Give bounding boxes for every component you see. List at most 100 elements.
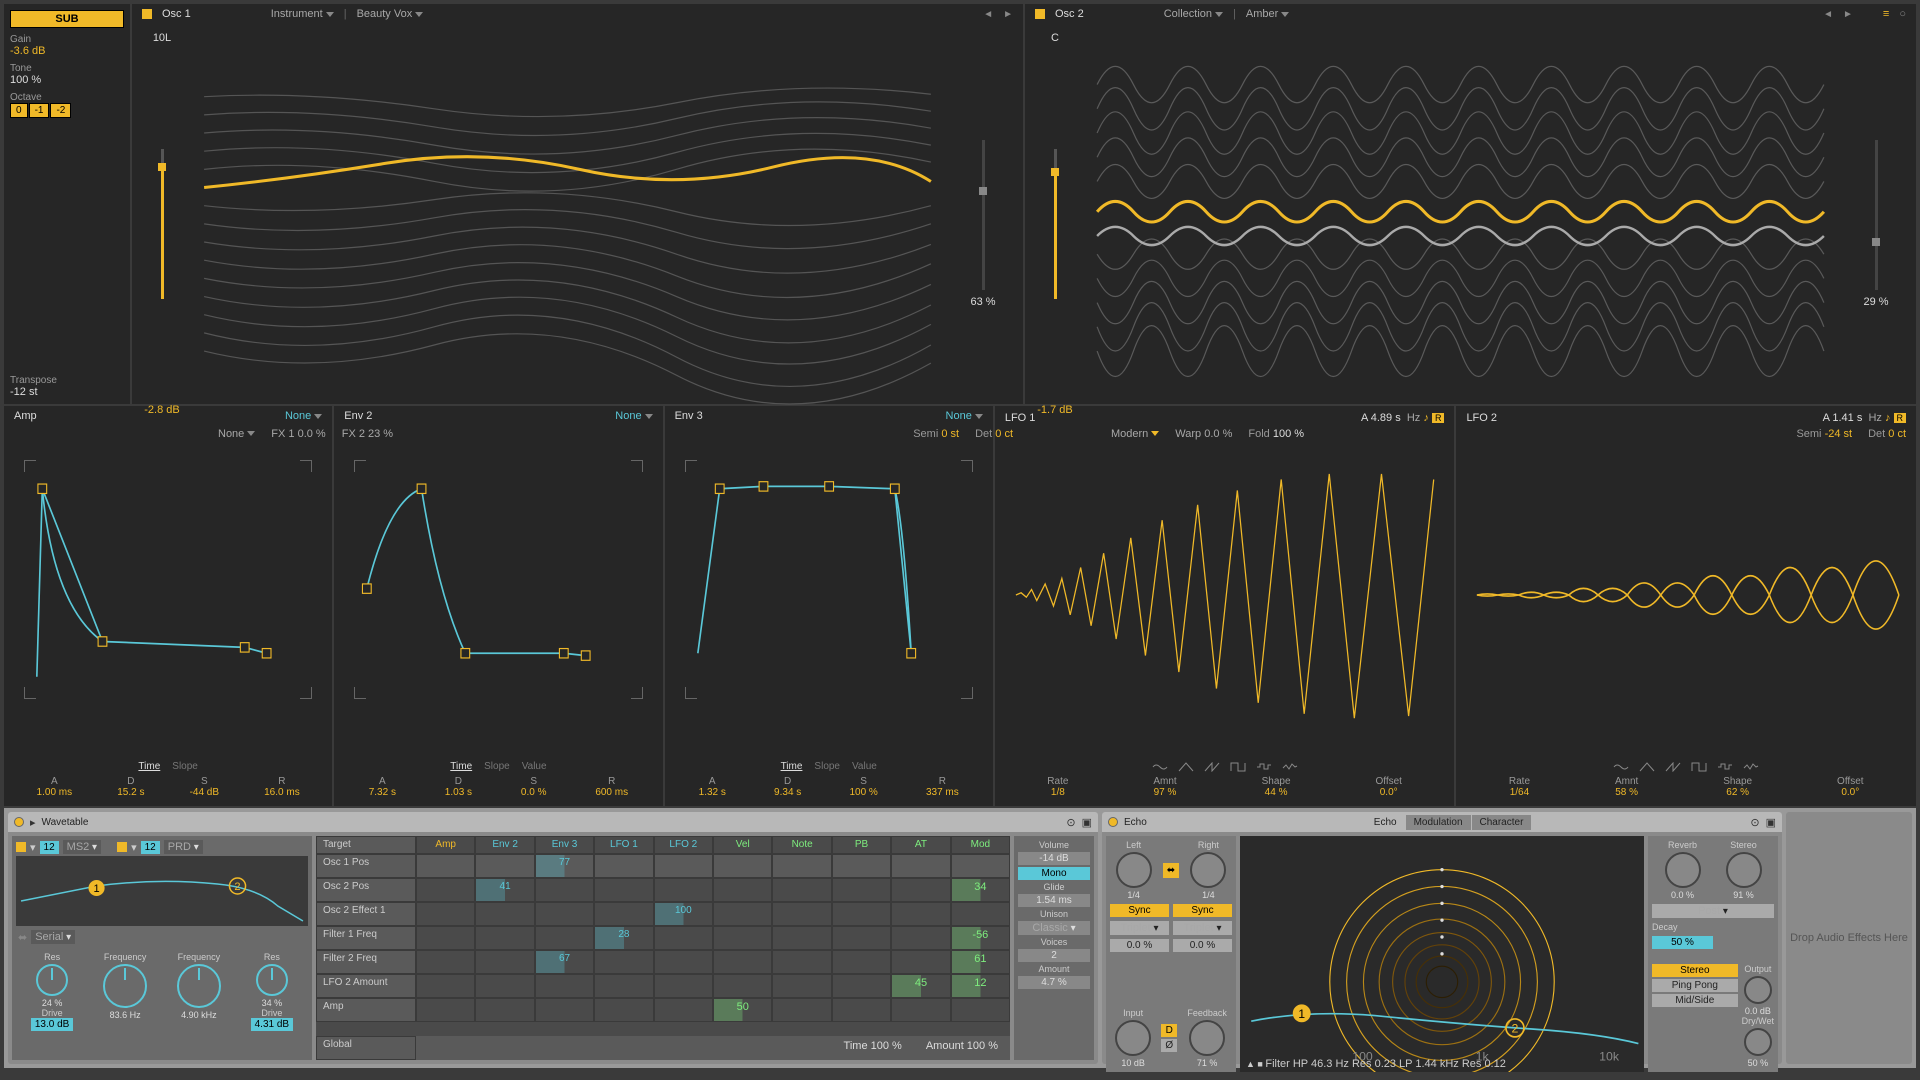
matrix-cell[interactable] [594,902,653,926]
matrix-cell[interactable] [832,902,891,926]
osc1-left-bot[interactable]: -2.8 dB [144,404,179,416]
filter1-circuit[interactable]: MS2 ▾ [63,840,101,854]
matrix-cell[interactable] [951,854,1010,878]
echo-reverb-knob[interactable] [1665,852,1701,888]
matrix-cell[interactable] [891,878,950,902]
matrix-cell[interactable]: 34 [951,878,1010,902]
osc2-prev[interactable]: ◄ [1823,9,1833,20]
matrix-cell[interactable]: 28 [594,926,653,950]
env2-tab-value[interactable]: Value [522,761,547,772]
echo-left-val[interactable]: 1/4 [1116,890,1152,900]
lfo1-offset[interactable]: 0.0° [1375,787,1402,798]
matrix-cell[interactable] [772,854,831,878]
transpose-value[interactable]: -12 st [10,386,124,398]
matrix-cell[interactable] [594,878,653,902]
echo-reverb-val[interactable]: 0.0 % [1665,890,1701,900]
echo-tab-mod[interactable]: Modulation [1406,815,1471,830]
amp-release[interactable]: 16.0 ms [264,787,300,798]
wt-voices[interactable]: 2 [1018,949,1090,962]
matrix-cell[interactable] [654,974,713,998]
osc2-gain-slider[interactable] [1054,149,1057,299]
osc1-enable[interactable] [142,9,152,19]
filter2-drive[interactable]: 4.31 dB [251,1018,293,1031]
env2-release[interactable]: 600 ms [595,787,628,798]
matrix-target[interactable]: Amp [316,998,416,1022]
echo-stereo-btn[interactable]: Stereo [1652,964,1738,977]
echo-d[interactable]: D [1161,1024,1177,1037]
env2-envelope[interactable] [334,430,662,759]
matrix-cell[interactable] [416,854,475,878]
matrix-cell[interactable] [594,974,653,998]
matrix-cell[interactable] [535,902,594,926]
matrix-cell[interactable] [832,878,891,902]
amp-sustain[interactable]: -44 dB [190,787,219,798]
echo-phase[interactable]: Ø [1161,1039,1177,1052]
filter2-on[interactable] [117,842,127,852]
echo-sync-r[interactable]: Sync [1173,904,1232,917]
filter2-res-knob[interactable] [256,964,288,996]
matrix-cell[interactable] [832,854,891,878]
matrix-cell[interactable] [594,950,653,974]
matrix-cell[interactable] [535,998,594,1022]
matrix-cell[interactable] [475,854,534,878]
filter1-on[interactable] [16,842,26,852]
echo-drywet-knob[interactable] [1744,1028,1772,1056]
matrix-cell[interactable] [416,974,475,998]
matrix-target[interactable]: Osc 1 Pos [316,854,416,878]
wavetable-hot-icon[interactable]: ⊙ [1066,816,1075,829]
matrix-target[interactable]: Osc 2 Effect 1 [316,902,416,926]
lfo2-display[interactable] [1456,430,1916,760]
matrix-cell[interactable] [475,950,534,974]
echo-input-knob[interactable] [1115,1020,1151,1056]
matrix-target[interactable]: Filter 1 Freq [316,926,416,950]
matrix-cell[interactable] [654,926,713,950]
echo-tab-char[interactable]: Character [1472,815,1532,830]
filter1-type-icon[interactable]: ▾ [30,841,36,854]
echo-midside[interactable]: Mid/Side [1652,994,1738,1007]
lfo2-offset[interactable]: 0.0° [1837,787,1864,798]
matrix-cell[interactable] [713,854,772,878]
echo-input-val[interactable]: 10 dB [1115,1058,1151,1068]
matrix-cell[interactable] [416,902,475,926]
matrix-cell[interactable]: 77 [535,854,594,878]
matrix-cell[interactable] [891,902,950,926]
echo-save-icon[interactable]: ▣ [1766,816,1776,829]
filter2-res-val[interactable]: 34 % [251,998,293,1008]
osc1-category[interactable]: Instrument [271,8,334,20]
env2-sustain[interactable]: 0.0 % [521,787,547,798]
view-list-icon[interactable]: ≡ [1883,8,1889,20]
echo-link[interactable]: ⬌ [1163,863,1179,878]
osc2-left-bot[interactable]: -1.7 dB [1037,404,1072,416]
wt-volume[interactable]: -14 dB [1018,852,1090,865]
matrix-cell[interactable] [951,998,1010,1022]
echo-offset-l[interactable]: 0.0 % [1110,939,1169,952]
echo-output-knob[interactable] [1744,976,1772,1004]
osc1-preset[interactable]: Beauty Vox [357,8,424,20]
osc1-pos-slider[interactable] [982,140,985,290]
env3-release[interactable]: 337 ms [926,787,959,798]
matrix-cell[interactable] [772,902,831,926]
matrix-cell[interactable] [416,950,475,974]
octave-2[interactable]: -2 [50,103,71,118]
wt-amount[interactable]: 4.7 % [1018,976,1090,989]
matrix-cell[interactable] [475,998,534,1022]
filter-link-icon[interactable]: ⬌ [18,931,27,944]
echo-right-val[interactable]: 1/4 [1190,890,1226,900]
filter2-slope[interactable]: 12 [141,841,160,854]
matrix-time[interactable]: Time 100 % [832,1036,914,1060]
osc2-next[interactable]: ► [1843,9,1853,20]
matrix-target[interactable]: Filter 2 Freq [316,950,416,974]
echo-decay[interactable]: 50 % [1652,936,1713,949]
filter2-type-icon[interactable]: ▾ [131,841,137,854]
matrix-cell[interactable] [475,926,534,950]
echo-stereo-knob[interactable] [1726,852,1762,888]
drop-area[interactable]: Drop Audio Effects Here [1786,812,1912,1064]
env2-attack[interactable]: 7.32 s [369,787,396,798]
filter1-drive[interactable]: 13.0 dB [31,1018,73,1031]
env3-envelope[interactable] [665,430,993,759]
matrix-cell[interactable] [475,974,534,998]
matrix-cell[interactable] [416,998,475,1022]
lfo1-display[interactable] [995,430,1455,760]
matrix-cell[interactable]: 45 [891,974,950,998]
matrix-cell[interactable] [594,998,653,1022]
